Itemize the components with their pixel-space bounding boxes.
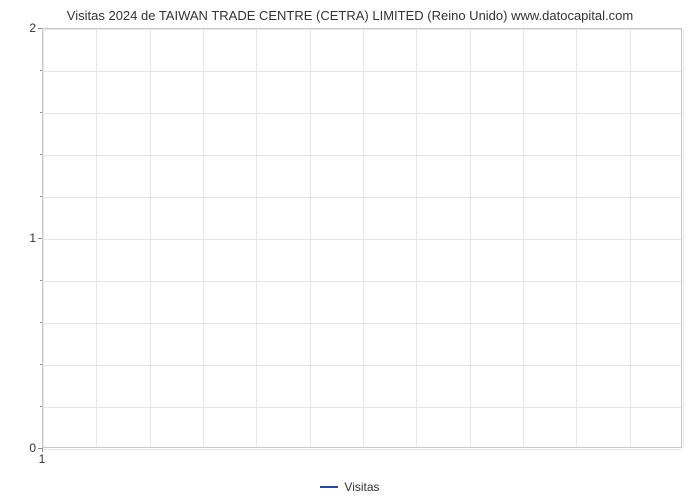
y-minor-tick-mark: [40, 154, 42, 155]
chart-container: Visitas 2024 de TAIWAN TRADE CENTRE (CET…: [0, 0, 700, 500]
y-tick-label: 0: [6, 441, 36, 455]
gridline-vertical: [363, 29, 364, 447]
plot-area: [42, 28, 682, 448]
y-tick-label: 2: [6, 21, 36, 35]
gridline-horizontal: [43, 29, 681, 30]
gridline-vertical: [576, 29, 577, 447]
gridline-vertical: [310, 29, 311, 447]
gridline-vertical: [203, 29, 204, 447]
y-minor-tick-mark: [40, 112, 42, 113]
gridline-horizontal: [43, 365, 681, 366]
x-tick-mark: [42, 448, 43, 452]
y-tick-mark: [38, 238, 42, 239]
y-tick-mark: [38, 28, 42, 29]
gridline-horizontal: [43, 281, 681, 282]
x-tick-label: 1: [39, 452, 46, 466]
y-minor-tick-mark: [40, 280, 42, 281]
gridline-vertical: [523, 29, 524, 447]
gridline-horizontal: [43, 239, 681, 240]
gridline-vertical: [43, 29, 44, 447]
gridline-vertical: [416, 29, 417, 447]
legend-label-visitas: Visitas: [344, 480, 379, 494]
gridline-vertical: [96, 29, 97, 447]
gridline-vertical: [256, 29, 257, 447]
y-minor-tick-mark: [40, 196, 42, 197]
gridline-horizontal: [43, 71, 681, 72]
gridline-horizontal: [43, 113, 681, 114]
gridline-vertical: [683, 29, 684, 447]
gridline-horizontal: [43, 155, 681, 156]
gridline-horizontal: [43, 197, 681, 198]
chart-title: Visitas 2024 de TAIWAN TRADE CENTRE (CET…: [0, 8, 700, 23]
gridline-vertical: [630, 29, 631, 447]
legend-swatch-visitas: [320, 486, 338, 488]
legend: Visitas: [0, 480, 700, 494]
gridline-horizontal: [43, 323, 681, 324]
gridline-vertical: [150, 29, 151, 447]
y-tick-label: 1: [6, 231, 36, 245]
y-minor-tick-mark: [40, 406, 42, 407]
y-minor-tick-mark: [40, 322, 42, 323]
y-minor-tick-mark: [40, 364, 42, 365]
y-minor-tick-mark: [40, 70, 42, 71]
gridline-vertical: [470, 29, 471, 447]
gridline-horizontal: [43, 407, 681, 408]
gridline-horizontal: [43, 449, 681, 450]
